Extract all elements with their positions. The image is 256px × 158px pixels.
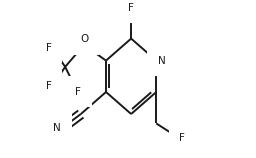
Text: F: F bbox=[179, 133, 185, 143]
Text: F: F bbox=[75, 87, 81, 97]
Text: N: N bbox=[54, 123, 61, 133]
Text: F: F bbox=[128, 3, 134, 13]
Text: F: F bbox=[46, 81, 52, 91]
Text: F: F bbox=[46, 43, 52, 53]
Text: O: O bbox=[80, 34, 88, 44]
Text: N: N bbox=[157, 56, 165, 66]
